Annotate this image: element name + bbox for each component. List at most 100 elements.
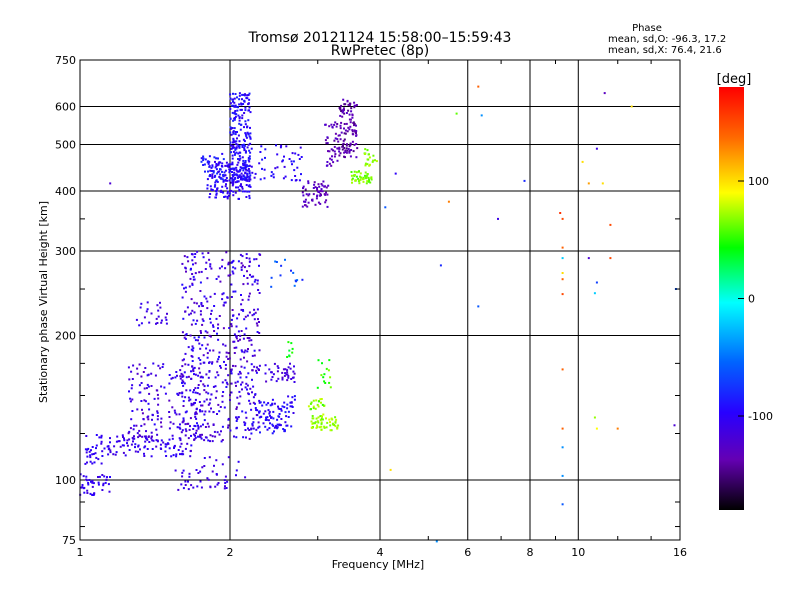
data-point bbox=[347, 109, 350, 112]
y-tick-label: 75 bbox=[62, 534, 76, 547]
data-point bbox=[353, 124, 355, 127]
data-point bbox=[187, 260, 190, 263]
data-point bbox=[333, 145, 336, 148]
data-point bbox=[211, 170, 213, 172]
data-point bbox=[237, 416, 240, 419]
data-point bbox=[193, 389, 195, 391]
data-point bbox=[196, 250, 199, 253]
data-point bbox=[280, 264, 283, 267]
data-point bbox=[226, 192, 229, 195]
data-point bbox=[283, 401, 286, 404]
data-point bbox=[258, 364, 261, 367]
data-point bbox=[245, 179, 248, 182]
data-point bbox=[355, 156, 358, 159]
data-point bbox=[342, 139, 345, 142]
data-point bbox=[188, 428, 191, 431]
data-point bbox=[174, 411, 177, 414]
data-point bbox=[255, 369, 258, 372]
data-point bbox=[246, 277, 249, 279]
data-point bbox=[234, 381, 237, 384]
data-point bbox=[184, 352, 187, 355]
data-point bbox=[226, 187, 229, 190]
data-point bbox=[284, 421, 287, 424]
x-axis-label: Frequency [MHz] bbox=[332, 558, 424, 571]
data-point bbox=[319, 419, 322, 422]
data-point bbox=[322, 413, 325, 416]
data-point bbox=[241, 146, 244, 148]
data-point bbox=[326, 421, 329, 424]
data-point bbox=[257, 289, 260, 291]
data-point bbox=[250, 343, 253, 346]
data-point bbox=[229, 131, 232, 134]
data-point bbox=[347, 148, 350, 150]
data-point bbox=[156, 418, 159, 421]
data-point bbox=[253, 365, 256, 368]
data-point bbox=[246, 360, 249, 363]
data-point bbox=[242, 169, 245, 172]
data-point bbox=[133, 437, 136, 440]
data-point bbox=[127, 432, 130, 435]
data-point bbox=[601, 182, 604, 185]
data-point bbox=[233, 340, 236, 343]
data-point bbox=[312, 407, 315, 410]
data-point bbox=[287, 366, 290, 369]
data-point bbox=[128, 449, 131, 451]
data-point bbox=[222, 327, 225, 330]
data-point bbox=[320, 422, 323, 425]
data-point bbox=[221, 463, 224, 466]
data-point bbox=[324, 382, 327, 384]
data-point bbox=[609, 257, 612, 260]
data-point bbox=[330, 164, 333, 167]
data-point bbox=[157, 309, 160, 312]
data-point bbox=[288, 354, 291, 357]
data-point bbox=[192, 263, 194, 266]
data-point bbox=[238, 151, 241, 154]
data-point bbox=[245, 253, 248, 256]
data-point bbox=[290, 378, 293, 380]
data-point bbox=[164, 316, 167, 319]
data-point bbox=[275, 144, 277, 147]
data-point bbox=[341, 115, 344, 118]
data-point bbox=[138, 324, 141, 327]
data-point bbox=[252, 396, 255, 399]
data-point bbox=[321, 415, 323, 418]
data-point bbox=[216, 431, 219, 434]
data-point bbox=[357, 180, 360, 183]
data-point bbox=[259, 178, 262, 181]
data-point bbox=[250, 408, 253, 411]
data-point bbox=[348, 102, 351, 105]
data-point bbox=[223, 479, 226, 482]
data-point bbox=[343, 108, 345, 111]
data-point bbox=[168, 374, 171, 376]
data-point bbox=[320, 418, 323, 420]
data-point bbox=[223, 301, 226, 304]
data-points bbox=[79, 85, 677, 543]
data-point bbox=[277, 405, 279, 408]
data-point bbox=[345, 112, 348, 114]
data-point bbox=[249, 151, 252, 154]
data-point bbox=[323, 404, 325, 407]
data-point bbox=[208, 402, 211, 405]
data-point bbox=[221, 400, 224, 403]
data-point bbox=[182, 405, 185, 407]
data-point bbox=[561, 272, 564, 274]
data-point bbox=[100, 462, 103, 465]
data-point bbox=[252, 401, 255, 404]
data-point bbox=[270, 285, 273, 288]
data-point bbox=[211, 435, 214, 438]
data-point bbox=[240, 108, 243, 111]
data-point bbox=[201, 466, 204, 469]
data-point bbox=[197, 386, 200, 389]
data-point bbox=[267, 419, 270, 422]
data-point bbox=[211, 173, 214, 176]
data-point bbox=[252, 385, 255, 388]
data-point bbox=[211, 470, 214, 473]
data-point bbox=[216, 187, 219, 190]
data-point bbox=[244, 123, 247, 126]
data-point bbox=[187, 480, 189, 483]
data-point bbox=[346, 99, 349, 102]
data-point bbox=[298, 158, 301, 160]
data-point bbox=[165, 455, 168, 457]
data-point bbox=[304, 188, 307, 191]
data-point bbox=[199, 347, 202, 350]
